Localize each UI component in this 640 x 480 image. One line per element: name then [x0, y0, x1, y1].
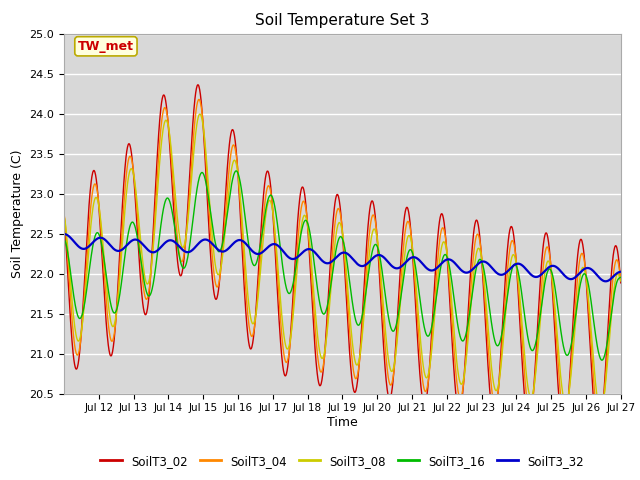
SoilT3_02 — [328, 232, 336, 238]
SoilT3_02 — [595, 434, 602, 440]
SoilT3_08 — [147, 266, 155, 272]
SoilT3_04 — [317, 369, 325, 375]
SoilT3_02 — [474, 220, 482, 226]
SoilT3_02 — [194, 82, 202, 88]
SoilT3_04 — [195, 96, 203, 102]
SoilT3_08 — [611, 284, 618, 290]
SoilT3_16 — [474, 259, 482, 265]
SoilT3_08 — [596, 407, 604, 413]
Legend: SoilT3_02, SoilT3_04, SoilT3_08, SoilT3_16, SoilT3_32: SoilT3_02, SoilT3_04, SoilT3_08, SoilT3_… — [96, 450, 589, 472]
Line: SoilT3_08: SoilT3_08 — [64, 114, 621, 410]
SoilT3_16 — [317, 308, 325, 313]
SoilT3_04 — [474, 231, 482, 237]
SoilT3_02 — [60, 215, 68, 221]
SoilT3_32 — [317, 257, 325, 263]
SoilT3_04 — [596, 420, 604, 426]
SoilT3_08 — [474, 246, 482, 252]
SoilT3_04 — [617, 276, 625, 281]
X-axis label: Time: Time — [327, 416, 358, 429]
SoilT3_08 — [196, 111, 204, 117]
SoilT3_02 — [317, 379, 325, 385]
SoilT3_32 — [556, 266, 563, 272]
SoilT3_04 — [60, 213, 68, 218]
SoilT3_08 — [617, 278, 625, 284]
SoilT3_32 — [328, 259, 335, 264]
SoilT3_32 — [474, 262, 481, 267]
Line: SoilT3_04: SoilT3_04 — [64, 99, 621, 423]
Title: Soil Temperature Set 3: Soil Temperature Set 3 — [255, 13, 429, 28]
SoilT3_16 — [617, 275, 625, 280]
Line: SoilT3_32: SoilT3_32 — [64, 234, 621, 281]
Text: TW_met: TW_met — [78, 40, 134, 53]
SoilT3_02 — [617, 280, 625, 286]
Y-axis label: Soil Temperature (C): Soil Temperature (C) — [11, 149, 24, 278]
SoilT3_16 — [232, 168, 240, 174]
SoilT3_16 — [556, 318, 563, 324]
Line: SoilT3_16: SoilT3_16 — [64, 171, 621, 360]
SoilT3_04 — [328, 253, 336, 259]
SoilT3_16 — [147, 290, 155, 296]
SoilT3_16 — [60, 237, 68, 243]
SoilT3_02 — [556, 402, 563, 408]
SoilT3_04 — [611, 265, 618, 271]
SoilT3_32 — [617, 269, 625, 275]
SoilT3_32 — [60, 231, 68, 237]
SoilT3_32 — [602, 278, 609, 284]
SoilT3_08 — [328, 272, 336, 277]
SoilT3_02 — [611, 246, 618, 252]
Line: SoilT3_02: SoilT3_02 — [64, 85, 621, 437]
SoilT3_08 — [317, 355, 325, 361]
SoilT3_32 — [147, 249, 155, 255]
SoilT3_02 — [147, 265, 155, 271]
SoilT3_32 — [610, 273, 618, 279]
SoilT3_16 — [611, 291, 618, 297]
SoilT3_16 — [598, 357, 606, 363]
SoilT3_08 — [556, 361, 563, 367]
SoilT3_04 — [147, 269, 155, 275]
SoilT3_04 — [556, 380, 563, 386]
SoilT3_16 — [328, 274, 336, 279]
SoilT3_08 — [60, 215, 68, 220]
